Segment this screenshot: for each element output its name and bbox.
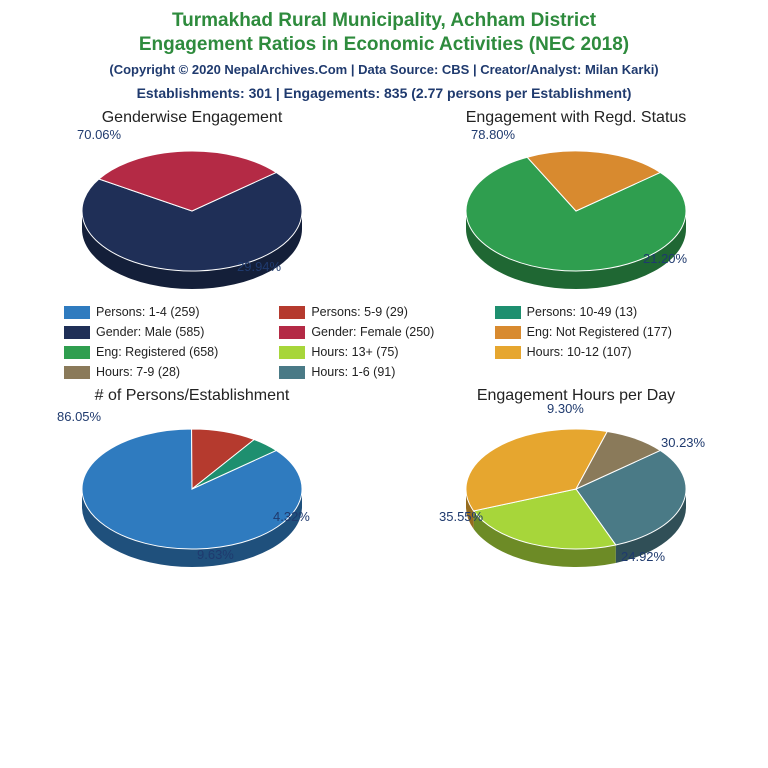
chart-regd: Engagement with Regd. Status 78.80%21.20… [396,109,756,291]
legend-item: Gender: Male (585) [64,325,273,339]
legend-swatch [64,326,90,339]
legend-label: Gender: Female (250) [311,325,434,339]
legend-swatch [64,346,90,359]
copyright-line: (Copyright © 2020 NepalArchives.Com | Da… [0,56,768,77]
legend-swatch [495,306,521,319]
legend-swatch [64,306,90,319]
legend-item: Hours: 1-6 (91) [279,365,488,379]
charts-row-bottom: # of Persons/Establishment 86.05% 9.63% 4.… [0,387,768,569]
legend: Persons: 1-4 (259) Persons: 5-9 (29) Perso… [34,305,734,379]
legend-swatch [279,366,305,379]
chart-persons: # of Persons/Establishment 86.05% 9.63% 4.… [12,387,372,569]
title-line2: Engagement Ratios in Economic Activities… [0,32,768,56]
legend-item: Eng: Registered (658) [64,345,273,359]
chart-hours: Engagement Hours per Day 30.23%24.92%35.… [396,387,756,569]
legend-item: Persons: 10-49 (13) [495,305,704,319]
legend-swatch [279,346,305,359]
charts-row-top: Genderwise Engagement 70.06%29.94% Engag… [0,109,768,291]
legend-swatch [279,306,305,319]
legend-label: Persons: 10-49 (13) [527,305,637,319]
slice-label: 9.30% [547,401,584,416]
chart-gender: Genderwise Engagement 70.06%29.94% [12,109,372,291]
slice-label: 78.80% [471,127,515,142]
slice-label: 29.94% [237,259,281,274]
legend-label: Gender: Male (585) [96,325,204,339]
slice-label: 4.32% [273,509,310,524]
legend-label: Persons: 5-9 (29) [311,305,408,319]
legend-label: Eng: Not Registered (177) [527,325,672,339]
title-line1: Turmakhad Rural Municipality, Achham Dis… [0,0,768,32]
slice-label: 9.63% [197,547,234,562]
legend-label: Eng: Registered (658) [96,345,218,359]
pie-hours: 30.23%24.92%35.55%9.30% [451,409,701,569]
pie-regd: 78.80%21.20% [451,131,701,291]
slice-label: 86.05% [57,409,101,424]
pie-gender: 70.06%29.94% [67,131,317,291]
legend-item: Eng: Not Registered (177) [495,325,704,339]
pie-persons: 86.05%9.63%4.32% [67,409,317,569]
legend-swatch [279,326,305,339]
legend-swatch [495,346,521,359]
legend-label: Persons: 1-4 (259) [96,305,200,319]
legend-label: Hours: 10-12 (107) [527,345,632,359]
legend-item: Hours: 13+ (75) [279,345,488,359]
legend-item: Persons: 1-4 (259) [64,305,273,319]
legend-swatch [64,366,90,379]
legend-item: Hours: 10-12 (107) [495,345,704,359]
stats-line: Establishments: 301 | Engagements: 835 (… [0,77,768,101]
legend-label: Hours: 1-6 (91) [311,365,395,379]
legend-item: Gender: Female (250) [279,325,488,339]
chart-title-gender: Genderwise Engagement [12,109,372,127]
slice-label: 30.23% [661,435,705,450]
legend-item: Persons: 5-9 (29) [279,305,488,319]
legend-swatch [495,326,521,339]
legend-label: Hours: 13+ (75) [311,345,398,359]
slice-label: 70.06% [77,127,121,142]
slice-label: 35.55% [439,509,483,524]
slice-label: 21.20% [643,251,687,266]
chart-title-regd: Engagement with Regd. Status [396,109,756,127]
slice-label: 24.92% [621,549,665,564]
legend-item: Hours: 7-9 (28) [64,365,273,379]
legend-label: Hours: 7-9 (28) [96,365,180,379]
chart-title-persons: # of Persons/Establishment [12,387,372,405]
